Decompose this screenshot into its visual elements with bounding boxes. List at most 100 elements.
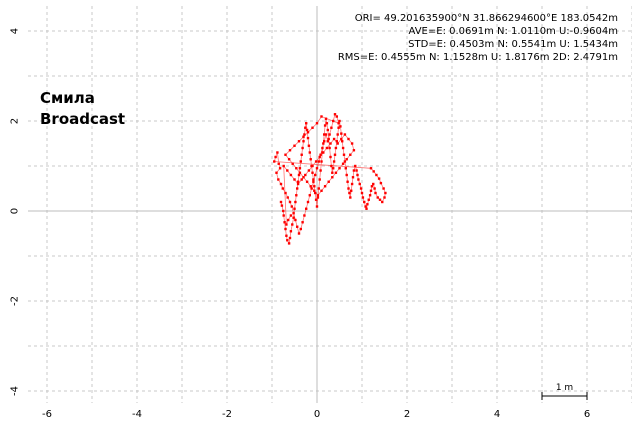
data-point bbox=[333, 153, 337, 156]
x-tick-label: 2 bbox=[404, 409, 410, 420]
data-point bbox=[373, 187, 376, 190]
data-point bbox=[307, 169, 311, 172]
data-point bbox=[345, 173, 348, 177]
data-point bbox=[299, 227, 302, 231]
data-point bbox=[336, 142, 339, 145]
data-point bbox=[352, 169, 356, 172]
data-point bbox=[323, 133, 326, 136]
data-point bbox=[325, 146, 329, 150]
data-point bbox=[290, 205, 293, 208]
x-tick-labels: -6 -4 -2 0 2 4 6 bbox=[42, 409, 590, 420]
data-point bbox=[314, 191, 317, 195]
data-point bbox=[331, 176, 334, 179]
data-point bbox=[342, 153, 346, 156]
data-point bbox=[296, 225, 299, 228]
data-point bbox=[287, 242, 291, 245]
data-point bbox=[332, 167, 335, 170]
data-point bbox=[361, 196, 365, 199]
data-point bbox=[372, 170, 375, 173]
data-point bbox=[341, 146, 345, 150]
data-point bbox=[377, 177, 381, 180]
site-name: Смила bbox=[40, 89, 95, 107]
data-point bbox=[303, 214, 306, 217]
data-point bbox=[325, 122, 329, 125]
data-point bbox=[359, 187, 363, 190]
data-point bbox=[284, 191, 287, 195]
y-tick-label: 4 bbox=[10, 28, 21, 34]
data-point bbox=[340, 137, 343, 141]
data-point bbox=[356, 173, 359, 177]
data-point bbox=[288, 236, 292, 240]
data-point bbox=[296, 180, 300, 183]
data-point bbox=[323, 185, 327, 188]
data-point bbox=[314, 198, 318, 201]
data-point bbox=[287, 158, 291, 161]
data-point bbox=[297, 173, 301, 177]
data-point bbox=[280, 204, 284, 207]
data-point bbox=[304, 173, 307, 177]
data-point bbox=[289, 230, 293, 233]
scale-bar-label: 1 m bbox=[556, 383, 573, 393]
data-point bbox=[309, 158, 312, 161]
data-point bbox=[358, 182, 361, 186]
data-point bbox=[319, 153, 322, 156]
data-point bbox=[341, 140, 344, 143]
x-tick-label: -4 bbox=[132, 409, 142, 420]
stat-rms: RMS=E: 0.4555m N: 1.1528m U: 1.8176m 2D:… bbox=[338, 52, 618, 63]
data-point bbox=[311, 171, 314, 174]
y-tick-labels: 4 2 0 -2 -4 bbox=[10, 28, 21, 396]
data-point bbox=[350, 142, 354, 145]
data-point bbox=[306, 200, 310, 204]
data-point bbox=[273, 160, 276, 163]
data-point bbox=[382, 187, 385, 190]
data-point bbox=[322, 151, 325, 154]
y-tick-label: 0 bbox=[10, 208, 21, 214]
data-point bbox=[286, 239, 289, 242]
data-point bbox=[288, 149, 292, 152]
data-point bbox=[294, 200, 297, 204]
data-point bbox=[302, 176, 305, 179]
data-point bbox=[339, 125, 342, 128]
data-point bbox=[308, 194, 311, 197]
data-point bbox=[314, 160, 318, 163]
data-point bbox=[337, 126, 340, 129]
data-point bbox=[299, 160, 302, 163]
data-point bbox=[289, 173, 293, 177]
y-tick-label: 2 bbox=[10, 118, 21, 124]
data-point bbox=[276, 151, 279, 154]
data-point bbox=[319, 169, 322, 172]
data-point bbox=[363, 200, 366, 204]
data-point bbox=[305, 128, 309, 132]
data-point bbox=[284, 227, 287, 231]
data-point bbox=[328, 146, 331, 150]
data-point bbox=[366, 203, 369, 206]
data-point bbox=[335, 115, 338, 118]
data-point bbox=[295, 167, 298, 170]
data-point bbox=[309, 185, 312, 188]
data-point bbox=[355, 169, 358, 172]
data-point bbox=[315, 167, 319, 170]
data-point bbox=[323, 140, 326, 143]
data-point bbox=[351, 176, 355, 179]
data-point bbox=[277, 162, 280, 165]
data-point bbox=[301, 146, 304, 150]
stats-block: ORI= 49.201635900°N 31.866294600°E 183.0… bbox=[338, 13, 618, 63]
data-point bbox=[320, 115, 323, 118]
data-point bbox=[327, 137, 330, 141]
data-point bbox=[291, 223, 294, 226]
data-point bbox=[307, 144, 311, 147]
data-point bbox=[336, 133, 339, 136]
data-point bbox=[372, 182, 375, 186]
site-label: Смила Broadcast bbox=[40, 89, 125, 128]
data-point bbox=[293, 144, 296, 147]
data-point bbox=[312, 180, 315, 183]
data-point bbox=[350, 189, 353, 192]
data-point bbox=[286, 196, 289, 199]
x-tick-label: -2 bbox=[222, 409, 232, 420]
data-point bbox=[315, 205, 319, 208]
data-point bbox=[313, 185, 316, 188]
y-tick-label: -2 bbox=[10, 296, 21, 306]
data-point bbox=[316, 194, 320, 197]
data-point bbox=[323, 124, 327, 127]
